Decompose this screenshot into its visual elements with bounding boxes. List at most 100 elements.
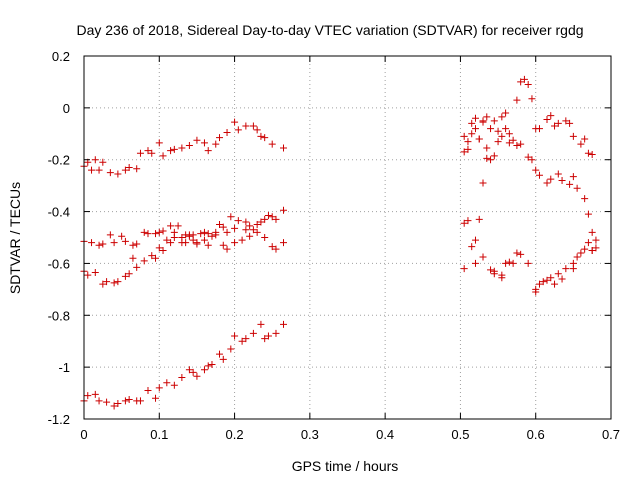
data-point — [502, 125, 510, 133]
series-track-e-late-top — [460, 75, 596, 159]
data-point — [189, 236, 197, 244]
data-point — [261, 134, 269, 142]
data-point — [264, 211, 272, 219]
data-point — [272, 215, 280, 223]
data-point — [152, 254, 160, 262]
data-point — [148, 252, 156, 260]
data-point — [155, 384, 163, 392]
data-point — [535, 280, 543, 288]
y-axis-label: SDTVAR / TECUs — [7, 182, 23, 294]
data-point — [125, 396, 133, 404]
data-point — [280, 206, 288, 214]
data-point — [114, 170, 122, 178]
data-point — [517, 78, 525, 86]
data-point — [140, 257, 148, 265]
data-point — [539, 278, 547, 286]
data-point — [592, 236, 600, 244]
series-track-a-upper — [80, 118, 288, 178]
data-point — [200, 228, 208, 236]
data-point — [551, 280, 559, 288]
data-point — [490, 117, 498, 125]
data-point — [505, 258, 513, 266]
data-point — [543, 179, 551, 187]
data-point — [498, 132, 506, 140]
data-point — [524, 153, 532, 161]
data-point — [121, 272, 129, 280]
data-point — [502, 109, 510, 117]
data-point — [170, 145, 178, 153]
data-point — [581, 245, 589, 253]
data-point — [242, 122, 250, 130]
series-track-c-lower-middle — [80, 226, 288, 288]
data-point — [159, 227, 167, 235]
series-track-f-late-upper-middle — [460, 114, 600, 244]
data-point — [460, 219, 468, 227]
data-point — [573, 184, 581, 192]
data-point — [261, 234, 269, 241]
data-point — [193, 372, 201, 380]
data-point — [155, 139, 163, 147]
data-point — [505, 130, 513, 138]
data-point — [558, 275, 566, 283]
data-point — [219, 355, 227, 363]
data-point — [231, 239, 239, 247]
data-point — [280, 144, 288, 152]
data-point — [204, 230, 212, 238]
data-point — [129, 254, 137, 262]
data-point — [513, 96, 521, 104]
series-track-d-lowest — [80, 320, 288, 410]
y-tick-label: -0.6 — [48, 256, 70, 271]
data-point — [246, 232, 254, 240]
data-point — [178, 239, 186, 247]
data-point — [505, 139, 513, 147]
data-point — [464, 145, 472, 153]
data-point — [200, 236, 208, 244]
data-point — [551, 122, 559, 130]
data-point — [136, 397, 144, 405]
data-point — [471, 114, 479, 122]
data-point — [110, 279, 118, 287]
data-point — [547, 274, 555, 282]
data-point — [88, 166, 96, 174]
series-track-b-middle — [80, 206, 288, 249]
data-point — [569, 173, 577, 181]
data-point — [487, 125, 495, 133]
x-tick-label: 0.2 — [226, 427, 244, 442]
plot-frame — [83, 55, 612, 420]
x-tick-label: 0 — [80, 427, 87, 442]
y-tick-label: -1 — [58, 360, 70, 375]
data-point — [554, 170, 562, 178]
data-point — [528, 95, 536, 103]
data-point — [204, 241, 212, 249]
data-point — [121, 397, 129, 405]
data-point — [200, 366, 208, 374]
data-point — [558, 176, 566, 184]
x-axis-label: GPS time / hours — [292, 458, 399, 474]
data-point — [152, 230, 160, 238]
x-tick-label: 0.6 — [527, 427, 545, 442]
data-point — [261, 215, 269, 223]
data-point — [204, 362, 212, 370]
data-point — [257, 218, 265, 226]
data-point — [532, 288, 540, 296]
data-point — [227, 345, 235, 353]
data-point — [460, 132, 468, 140]
data-point — [577, 249, 585, 257]
x-tick-label: 0.3 — [301, 427, 319, 442]
data-point — [242, 218, 250, 226]
series-track-h-late-bottom — [460, 246, 596, 296]
data-point — [471, 259, 479, 267]
data-point — [268, 213, 276, 221]
data-point — [498, 271, 506, 279]
data-point — [261, 335, 269, 343]
data-point — [543, 116, 551, 124]
data-point — [223, 245, 231, 253]
data-point — [554, 119, 562, 127]
data-point — [242, 335, 250, 343]
data-point — [502, 259, 510, 267]
data-point — [174, 222, 182, 230]
data-point — [253, 221, 261, 229]
data-point — [118, 232, 126, 240]
data-point — [223, 128, 231, 136]
data-point — [475, 215, 483, 223]
